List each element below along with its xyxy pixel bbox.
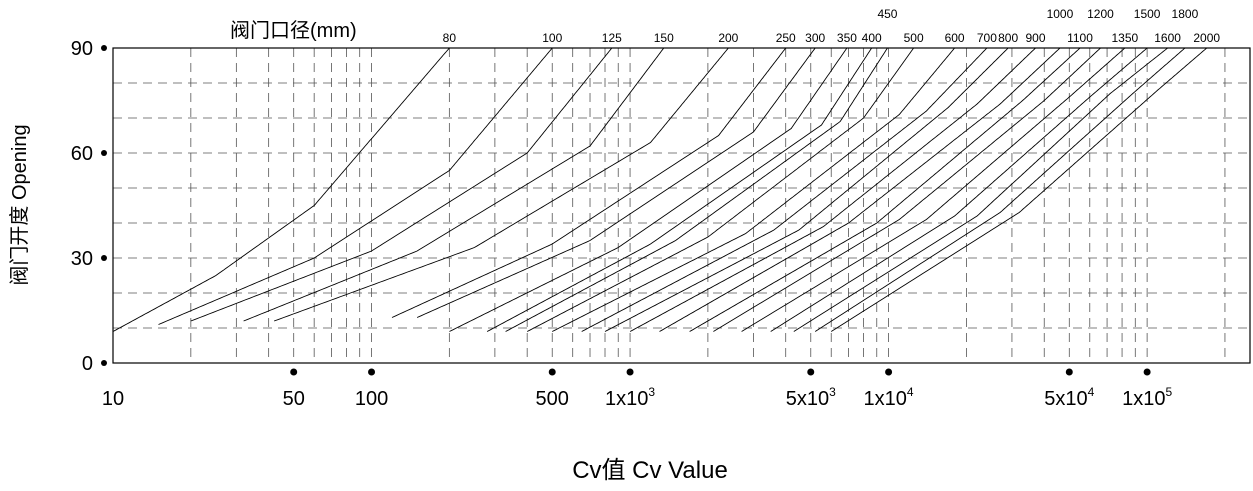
curve-400	[486, 47, 873, 332]
size-label-600: 600	[945, 31, 965, 45]
x-tick-label: 500	[536, 388, 569, 410]
y-tick-dot	[101, 255, 107, 261]
x-axis-title: Cv值 Cv Value	[572, 457, 728, 484]
size-label-1600: 1600	[1154, 31, 1181, 45]
size-label-150: 150	[654, 31, 674, 45]
size-label-100: 100	[542, 31, 562, 45]
size-label-group: 80 100 125 150 200 250 300 350 400 450 500 600 700 80…	[443, 7, 1221, 45]
curve-1000	[659, 47, 1061, 332]
curve-2000	[830, 47, 1208, 332]
size-label-2000: 2000	[1193, 31, 1220, 45]
y-tick-dot	[101, 360, 107, 366]
x-tick-dot	[548, 368, 556, 376]
curve-1600	[793, 47, 1168, 332]
size-label-1100: 1100	[1067, 31, 1093, 45]
curve-1200	[713, 47, 1101, 332]
x-tick-dot	[626, 368, 634, 376]
curve-1500	[770, 47, 1148, 332]
x-tick-dot	[807, 368, 815, 376]
size-label-400: 400	[862, 31, 882, 45]
size-label-700: 700	[977, 31, 997, 45]
x-tick-label: 5x103	[786, 385, 836, 410]
curve-500	[526, 47, 914, 332]
curve-700	[581, 47, 988, 332]
x-tick-dot	[885, 368, 893, 376]
size-label-350: 350	[837, 31, 857, 45]
x-tick-label: 5x104	[1044, 385, 1094, 410]
x-tick-dot	[1143, 368, 1151, 376]
valve-size-header: 阀门口径(mm)	[230, 19, 357, 42]
y-tick-label: 60	[71, 143, 93, 165]
curve-300	[416, 47, 816, 318]
y-axis-title: 阀门开度 Opening	[8, 124, 31, 285]
curve-900	[629, 47, 1036, 332]
size-label-200: 200	[718, 31, 738, 45]
size-label-250: 250	[776, 31, 796, 45]
x-tick-label: 1x105	[1122, 385, 1172, 410]
size-label-1000: 1000	[1047, 7, 1074, 21]
size-label-300: 300	[805, 31, 825, 45]
size-label-1200: 1200	[1087, 7, 1114, 21]
size-label-1500: 1500	[1134, 7, 1161, 21]
curve-100	[158, 47, 553, 325]
curve-250	[391, 47, 787, 318]
plot-frame	[112, 47, 1251, 364]
x-tick-dot	[290, 368, 298, 376]
x-tick-label: 10	[102, 388, 124, 410]
curve-150	[243, 47, 665, 322]
size-label-125: 125	[602, 31, 622, 45]
y-tick-dot	[101, 150, 107, 156]
curve-125	[190, 47, 613, 322]
y-tick-dot	[101, 45, 107, 51]
size-label-450: 450	[877, 7, 897, 21]
curve-80	[112, 47, 450, 332]
size-label-500: 500	[904, 31, 924, 45]
x-tick-label: 100	[355, 388, 388, 410]
x-tick-label: 1x104	[864, 385, 914, 410]
curve-group	[112, 47, 1208, 332]
y-axis: 0 30 60 90	[71, 38, 107, 375]
size-label-900: 900	[1025, 31, 1045, 45]
x-tick-dot	[1065, 368, 1073, 376]
y-tick-label: 0	[82, 353, 93, 375]
curve-350	[449, 47, 848, 332]
curve-800	[604, 47, 1009, 332]
x-tick-label: 1x103	[605, 385, 655, 410]
size-label-800: 800	[998, 31, 1018, 45]
curve-200	[273, 47, 729, 322]
curve-1800	[814, 47, 1186, 332]
x-tick-label: 50	[283, 388, 305, 410]
size-label-80: 80	[443, 31, 457, 45]
x-tick-dot	[368, 368, 376, 376]
size-label-1350: 1350	[1111, 31, 1138, 45]
curve-600	[552, 47, 955, 332]
curve-1100	[689, 47, 1081, 332]
x-axis: 10 50 100 500 1x103 5x103 1x104 5x104 1x105	[102, 368, 1172, 410]
y-tick-label: 90	[71, 38, 93, 60]
curve-1350	[741, 47, 1126, 332]
size-label-1800: 1800	[1172, 7, 1199, 21]
y-tick-label: 30	[71, 248, 93, 270]
curve-450	[505, 47, 888, 332]
grid	[113, 47, 1250, 363]
